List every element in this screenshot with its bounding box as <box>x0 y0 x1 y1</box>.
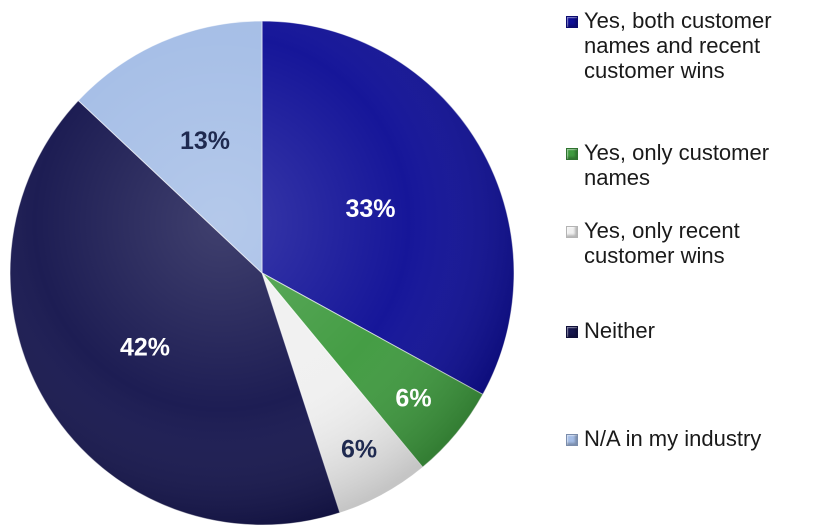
legend-label-2: Yes, only customer names <box>584 140 770 190</box>
data-label-slice-2: 6% <box>395 384 431 412</box>
data-label-slice-3: 6% <box>341 436 377 464</box>
legend-swatch-3 <box>566 226 578 238</box>
legend-swatch-4 <box>566 326 578 338</box>
pie-data-labels: 33% 6% 6% 42% 13% <box>120 127 432 464</box>
legend-label-4: Neither <box>584 318 655 343</box>
legend-item-1: Yes, both customer names and recent cust… <box>566 8 816 83</box>
data-label-slice-4: 42% <box>120 333 170 361</box>
data-label-slice-5: 13% <box>180 127 230 155</box>
legend-swatch-5 <box>566 434 578 446</box>
legend-swatch-1 <box>566 16 578 28</box>
legend-item-3: Yes, only recent customer wins <box>566 218 816 268</box>
pie-slices <box>9 20 515 526</box>
legend-item-2: Yes, only customer names <box>566 140 816 190</box>
legend-item-4: Neither <box>566 318 816 343</box>
legend-label-1: Yes, both customer names and recent cust… <box>584 8 772 83</box>
legend-item-5: N/A in my industry <box>566 426 816 451</box>
data-label-slice-1: 33% <box>345 195 395 223</box>
legend-swatch-2 <box>566 148 578 160</box>
pie-chart: 33% 6% 6% 42% 13% <box>9 20 515 526</box>
legend-label-5: N/A in my industry <box>584 426 762 451</box>
legend-label-3: Yes, only recent customer wins <box>584 218 740 268</box>
